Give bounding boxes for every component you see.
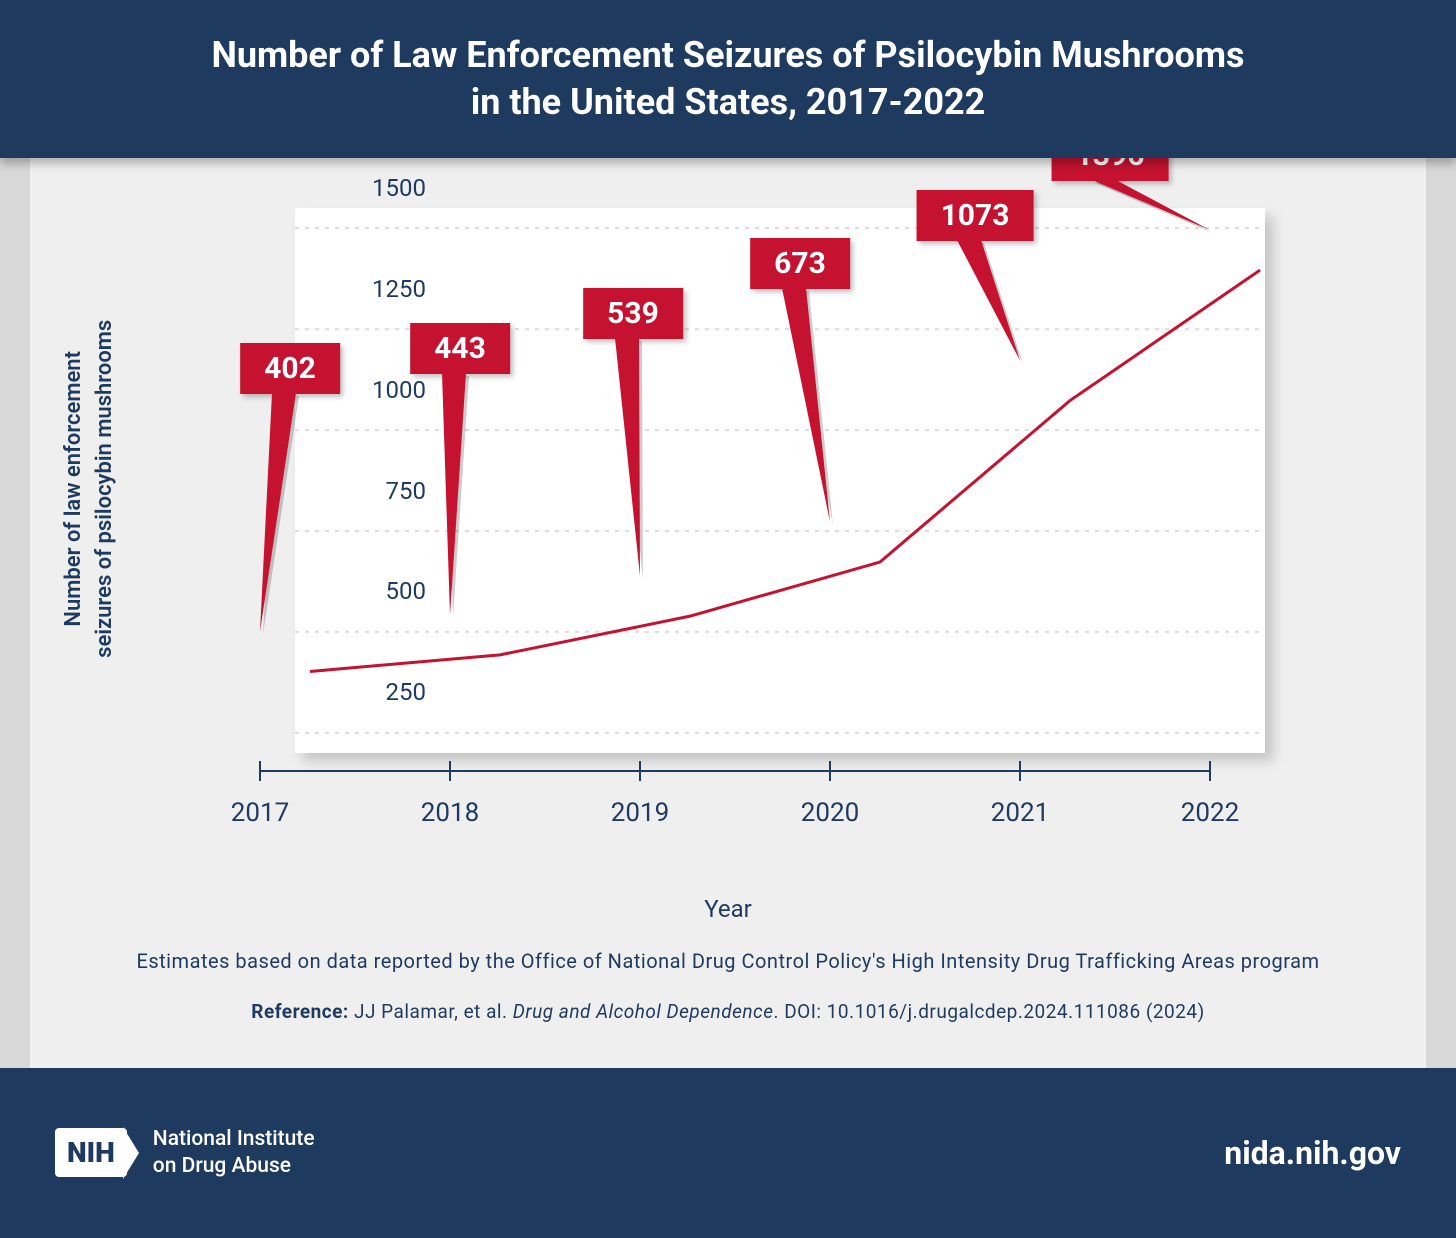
y-tick-label: 250 (386, 678, 426, 706)
footer-url: nida.nih.gov (1224, 1134, 1401, 1172)
x-tick-label: 2021 (991, 798, 1049, 828)
chart-plot-area (295, 208, 1265, 753)
x-tick-label: 2019 (611, 798, 669, 828)
data-callout: 539 (583, 288, 683, 339)
y-tick-label: 1500 (372, 174, 426, 202)
x-tick-label: 2022 (1181, 798, 1239, 828)
page-title: Number of Law Enforcement Seizures of Ps… (40, 32, 1416, 126)
data-callout: 673 (750, 238, 850, 289)
y-tick-label: 500 (386, 577, 426, 605)
x-tick-label: 2018 (421, 798, 479, 828)
y-axis-label: Number of law enforcement seizures of ps… (59, 319, 121, 657)
x-tick-label: 2020 (801, 798, 859, 828)
x-axis-line (225, 753, 1235, 793)
x-axis-label: Year (704, 895, 752, 923)
source-caption: Estimates based on data reported by the … (30, 949, 1426, 973)
title-header: Number of Law Enforcement Seizures of Ps… (0, 0, 1456, 158)
nih-logo-box: NIH (55, 1128, 127, 1177)
y-tick-label: 1000 (372, 376, 426, 404)
x-tick-label: 2017 (231, 798, 289, 828)
footer-bar: NIH National Institute on Drug Abuse nid… (0, 1068, 1456, 1238)
y-tick-label: 750 (386, 477, 426, 505)
reference-caption: Reference: JJ Palamar, et al. Drug and A… (30, 1000, 1426, 1023)
data-callout: 402 (240, 343, 340, 394)
chart-panel: Number of law enforcement seizures of ps… (30, 158, 1426, 1068)
title-line-1: Number of Law Enforcement Seizures of Ps… (211, 34, 1244, 76)
data-callout: 443 (410, 323, 510, 374)
line-chart-svg (295, 208, 1265, 753)
org-name: National Institute on Drug Abuse (153, 1126, 315, 1179)
nih-logo-block: NIH National Institute on Drug Abuse (55, 1126, 315, 1179)
data-callout: 1073 (917, 190, 1034, 241)
y-tick-label: 1250 (372, 275, 426, 303)
title-line-2: in the United States, 2017-2022 (471, 81, 986, 123)
